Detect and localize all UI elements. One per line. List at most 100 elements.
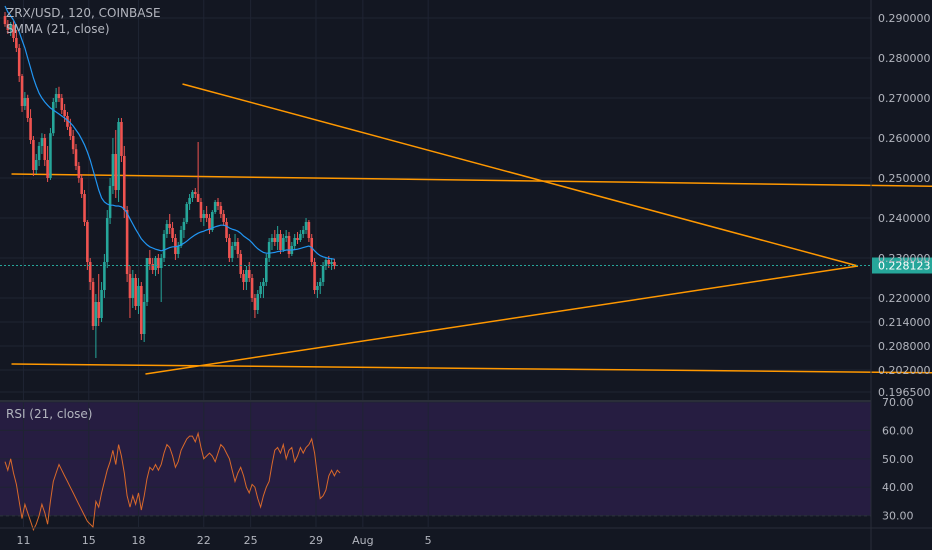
rsi-tick-label: 50.00 xyxy=(882,453,914,466)
candle-body xyxy=(111,154,115,186)
candle-body xyxy=(74,149,78,166)
candle-body xyxy=(34,160,38,170)
candle-body xyxy=(256,294,260,310)
candle-body xyxy=(122,156,126,210)
candle-body xyxy=(196,194,200,202)
candle-body xyxy=(174,238,177,254)
candle-up xyxy=(267,238,271,262)
trendlines[interactable] xyxy=(11,83,932,375)
last-price-tag xyxy=(872,257,932,274)
candle-up xyxy=(23,92,27,110)
price-axis[interactable]: 0.290000 0.280000 0.270000 0.260000 0.250000… xyxy=(878,12,931,523)
candle-body xyxy=(296,238,299,240)
candle-down xyxy=(196,142,200,202)
candle-body xyxy=(154,258,157,270)
candle-down xyxy=(250,274,254,302)
candle-body xyxy=(225,222,228,238)
candle-up xyxy=(293,234,296,250)
candle-down xyxy=(114,130,118,198)
rsi-path xyxy=(4,431,341,532)
candle-body xyxy=(216,202,220,206)
candle-body xyxy=(327,260,331,264)
candle-body xyxy=(71,136,75,150)
candle-body xyxy=(176,246,180,254)
candle-body xyxy=(259,286,262,294)
candle-body xyxy=(125,210,129,274)
candle-body xyxy=(6,24,10,30)
candle-body xyxy=(114,154,118,190)
time-tick-label: 15 xyxy=(82,534,96,547)
candle-body xyxy=(233,242,237,246)
candle-down xyxy=(279,230,282,254)
candle-body xyxy=(69,126,72,136)
candle-body xyxy=(86,222,89,262)
candle-body xyxy=(171,228,174,238)
candle-up xyxy=(321,262,325,286)
candle-body xyxy=(137,286,140,306)
candle-body xyxy=(128,274,132,298)
candle-body xyxy=(273,238,277,242)
candle-down xyxy=(296,232,299,244)
candle-up xyxy=(318,278,322,294)
candle-down xyxy=(20,74,24,112)
candle-body xyxy=(219,206,223,214)
candle-up xyxy=(51,98,55,136)
trendline xyxy=(11,363,932,374)
candle-body xyxy=(140,286,143,334)
candle-body xyxy=(151,264,154,270)
time-tick-label: 5 xyxy=(425,534,432,547)
price-tick-label: 0.196500 xyxy=(878,386,931,399)
candle-down xyxy=(236,238,240,258)
candle-up xyxy=(37,142,41,166)
candle-body xyxy=(276,234,279,242)
candle-down xyxy=(71,130,75,154)
candle-down xyxy=(26,94,30,122)
candle-up xyxy=(117,118,120,202)
candle-body xyxy=(321,266,325,282)
symbol-legend[interactable]: ZRX/USD, 120, COINBASE xyxy=(6,6,161,20)
candle-body xyxy=(293,238,296,246)
candle-body xyxy=(301,230,305,234)
candle-body xyxy=(3,16,7,24)
candle-down xyxy=(193,188,197,198)
candle-body xyxy=(9,25,12,30)
candle-down xyxy=(219,202,223,218)
candle-down xyxy=(91,278,95,330)
candle-body xyxy=(168,224,172,228)
last-price-line: 0.228123 xyxy=(0,257,932,274)
candle-down xyxy=(128,266,132,318)
price-tick-label: 0.270000 xyxy=(878,92,931,105)
candle-down xyxy=(57,86,61,102)
candle-up xyxy=(233,234,237,250)
candle-down xyxy=(134,274,137,310)
candle-body xyxy=(247,270,251,278)
candle-up xyxy=(162,230,166,262)
rsi-tick-label: 60.00 xyxy=(882,424,914,437)
candle-body xyxy=(80,178,83,194)
rsi-tick-label: 40.00 xyxy=(882,481,914,494)
candle-up xyxy=(299,230,302,242)
candle-up xyxy=(191,190,194,202)
candle-body xyxy=(46,160,49,178)
candle-body xyxy=(211,212,214,230)
candle-down xyxy=(15,30,18,52)
candle-body xyxy=(40,138,44,146)
candle-body xyxy=(230,246,234,258)
candle-body xyxy=(29,118,32,140)
time-axis[interactable]: 11 15 18 22 25 29 Aug 5 xyxy=(16,534,431,547)
candle-down xyxy=(6,20,10,34)
candle-body xyxy=(100,290,103,318)
candle-body xyxy=(43,138,47,160)
candle-body xyxy=(267,242,271,258)
candle-down xyxy=(222,210,225,226)
rsi-legend[interactable]: RSI (21, close) xyxy=(6,407,93,421)
smma-legend[interactable]: SMMA (21, close) xyxy=(6,22,110,36)
candle-up xyxy=(270,234,274,250)
smma-path xyxy=(4,5,335,260)
candle-down xyxy=(43,134,47,166)
last-price-value: 0.228123 xyxy=(878,260,931,273)
candle-body xyxy=(91,282,95,326)
time-tick-label: Aug xyxy=(352,534,373,547)
candle-body xyxy=(37,146,41,160)
